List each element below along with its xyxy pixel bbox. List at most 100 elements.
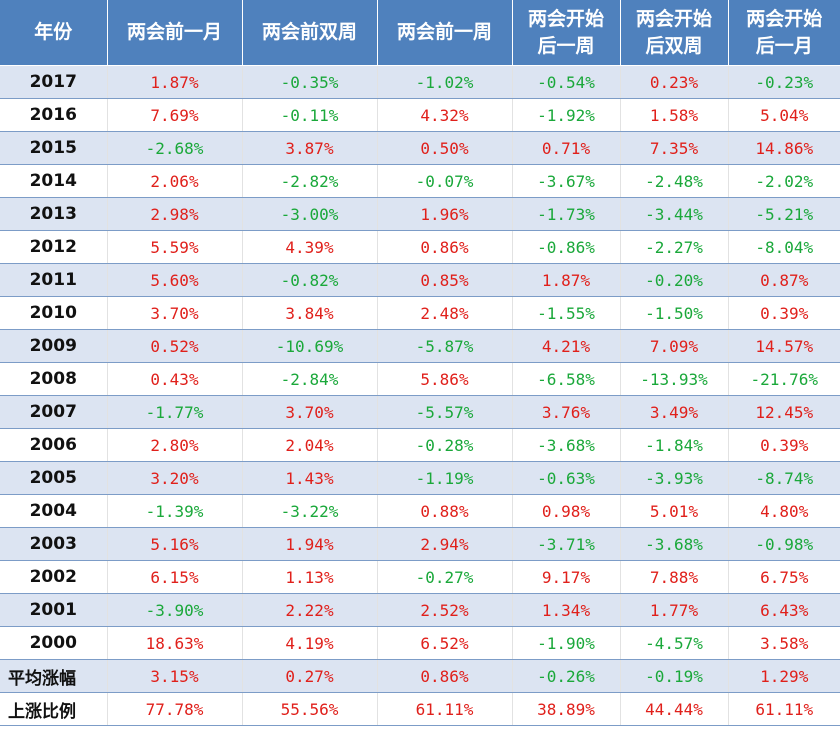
value-cell: 18.63% (107, 626, 243, 660)
year-cell: 2009 (0, 329, 108, 363)
value-cell: 0.39% (728, 428, 840, 462)
table-row: 2007 -1.77% 3.70% -5.57% 3.76% 3.49% 12.45% (0, 395, 840, 429)
year-cell: 2016 (0, 98, 108, 132)
column-header: 两会前一周 (377, 0, 513, 66)
value-cell: 4.21% (512, 329, 621, 363)
year-cell: 2011 (0, 263, 108, 297)
value-cell: -3.22% (242, 494, 378, 528)
value-cell: -5.21% (728, 197, 840, 231)
table-row: 2015 -2.68% 3.87% 0.50% 0.71% 7.35% 14.86% (0, 131, 840, 165)
table-row: 2005 3.20% 1.43% -1.19% -0.63% -3.93% -8.74% (0, 461, 840, 495)
value-cell: -0.20% (620, 263, 729, 297)
table-row: 2000 18.63% 4.19% 6.52% -1.90% -4.57% 3.58% (0, 626, 840, 660)
value-cell: -1.55% (512, 296, 621, 330)
table-row: 2008 0.43% -2.84% 5.86% -6.58% -13.93% -21.76% (0, 362, 840, 396)
value-cell: -0.98% (728, 527, 840, 561)
value-cell: 7.09% (620, 329, 729, 363)
value-cell: -10.69% (242, 329, 378, 363)
value-cell: -1.39% (107, 494, 243, 528)
column-header-label: 两会开始 后双周 (635, 7, 712, 57)
value-cell: 3.58% (728, 626, 840, 660)
value-cell: 0.98% (512, 494, 621, 528)
value-cell: 2.52% (377, 593, 513, 627)
value-cell: 3.70% (107, 296, 243, 330)
column-header-label: 两会前双周 (261, 21, 357, 43)
value-cell: -1.73% (512, 197, 621, 231)
column-header: 两会开始 后一周 (512, 0, 621, 66)
value-cell: -2.27% (620, 230, 729, 264)
value-cell: 2.48% (377, 296, 513, 330)
column-header: 两会前双周 (242, 0, 378, 66)
value-cell: 5.01% (620, 494, 729, 528)
value-cell: 4.19% (242, 626, 378, 660)
value-cell: 5.60% (107, 263, 243, 297)
value-cell: -3.67% (512, 164, 621, 198)
value-cell: 3.87% (242, 131, 378, 165)
value-cell: 2.22% (242, 593, 378, 627)
value-cell: -2.84% (242, 362, 378, 396)
year-cell: 上涨比例 (0, 692, 108, 726)
value-cell: 4.80% (728, 494, 840, 528)
year-cell: 2008 (0, 362, 108, 396)
table-row: 2012 5.59% 4.39% 0.86% -0.86% -2.27% -8.04% (0, 230, 840, 264)
value-cell: -0.19% (620, 659, 729, 693)
value-cell: -1.92% (512, 98, 621, 132)
table-row: 上涨比例 77.78% 55.56% 61.11% 38.89% 44.44% 61.11% (0, 692, 840, 726)
value-cell: 2.94% (377, 527, 513, 561)
value-cell: -6.58% (512, 362, 621, 396)
column-header: 两会开始 后一月 (728, 0, 840, 66)
table-row: 2003 5.16% 1.94% 2.94% -3.71% -3.68% -0.98% (0, 527, 840, 561)
value-cell: 61.11% (377, 692, 513, 726)
value-cell: -21.76% (728, 362, 840, 396)
value-cell: 3.84% (242, 296, 378, 330)
value-cell: 3.20% (107, 461, 243, 495)
value-cell: 6.15% (107, 560, 243, 594)
value-cell: -8.74% (728, 461, 840, 495)
column-header-label: 两会开始 后一月 (746, 7, 823, 57)
value-cell: 9.17% (512, 560, 621, 594)
table-row: 2004 -1.39% -3.22% 0.88% 0.98% 5.01% 4.80% (0, 494, 840, 528)
value-cell: -0.23% (728, 65, 840, 99)
table-row: 2014 2.06% -2.82% -0.07% -3.67% -2.48% -2.02% (0, 164, 840, 198)
year-cell: 平均涨幅 (0, 659, 108, 693)
value-cell: -0.28% (377, 428, 513, 462)
value-cell: 3.70% (242, 395, 378, 429)
value-cell: -3.68% (620, 527, 729, 561)
value-cell: 1.77% (620, 593, 729, 627)
value-cell: -5.57% (377, 395, 513, 429)
value-cell: 5.04% (728, 98, 840, 132)
value-cell: 5.59% (107, 230, 243, 264)
value-cell: -0.27% (377, 560, 513, 594)
value-cell: 12.45% (728, 395, 840, 429)
table-row: 2016 7.69% -0.11% 4.32% -1.92% 1.58% 5.04% (0, 98, 840, 132)
year-cell: 2015 (0, 131, 108, 165)
value-cell: 0.71% (512, 131, 621, 165)
year-cell: 2004 (0, 494, 108, 528)
table-row: 2002 6.15% 1.13% -0.27% 9.17% 7.88% 6.75% (0, 560, 840, 594)
year-cell: 2012 (0, 230, 108, 264)
table-row: 平均涨幅 3.15% 0.27% 0.86% -0.26% -0.19% 1.29% (0, 659, 840, 693)
value-cell: -8.04% (728, 230, 840, 264)
value-cell: 55.56% (242, 692, 378, 726)
value-cell: 3.49% (620, 395, 729, 429)
value-cell: 0.39% (728, 296, 840, 330)
value-cell: -2.68% (107, 131, 243, 165)
value-cell: 0.87% (728, 263, 840, 297)
table-row: 2006 2.80% 2.04% -0.28% -3.68% -1.84% 0.39% (0, 428, 840, 462)
value-cell: 0.52% (107, 329, 243, 363)
value-cell: 1.43% (242, 461, 378, 495)
column-header: 两会开始 后双周 (620, 0, 729, 66)
value-cell: 2.06% (107, 164, 243, 198)
column-header-label: 两会前一周 (396, 21, 492, 43)
value-cell: 7.69% (107, 98, 243, 132)
table-row: 2017 1.87% -0.35% -1.02% -0.54% 0.23% -0.23% (0, 65, 840, 99)
value-cell: 38.89% (512, 692, 621, 726)
value-cell: 5.86% (377, 362, 513, 396)
value-cell: -1.02% (377, 65, 513, 99)
value-cell: -1.19% (377, 461, 513, 495)
value-cell: -2.82% (242, 164, 378, 198)
year-cell: 2002 (0, 560, 108, 594)
value-cell: -3.68% (512, 428, 621, 462)
value-cell: -5.87% (377, 329, 513, 363)
